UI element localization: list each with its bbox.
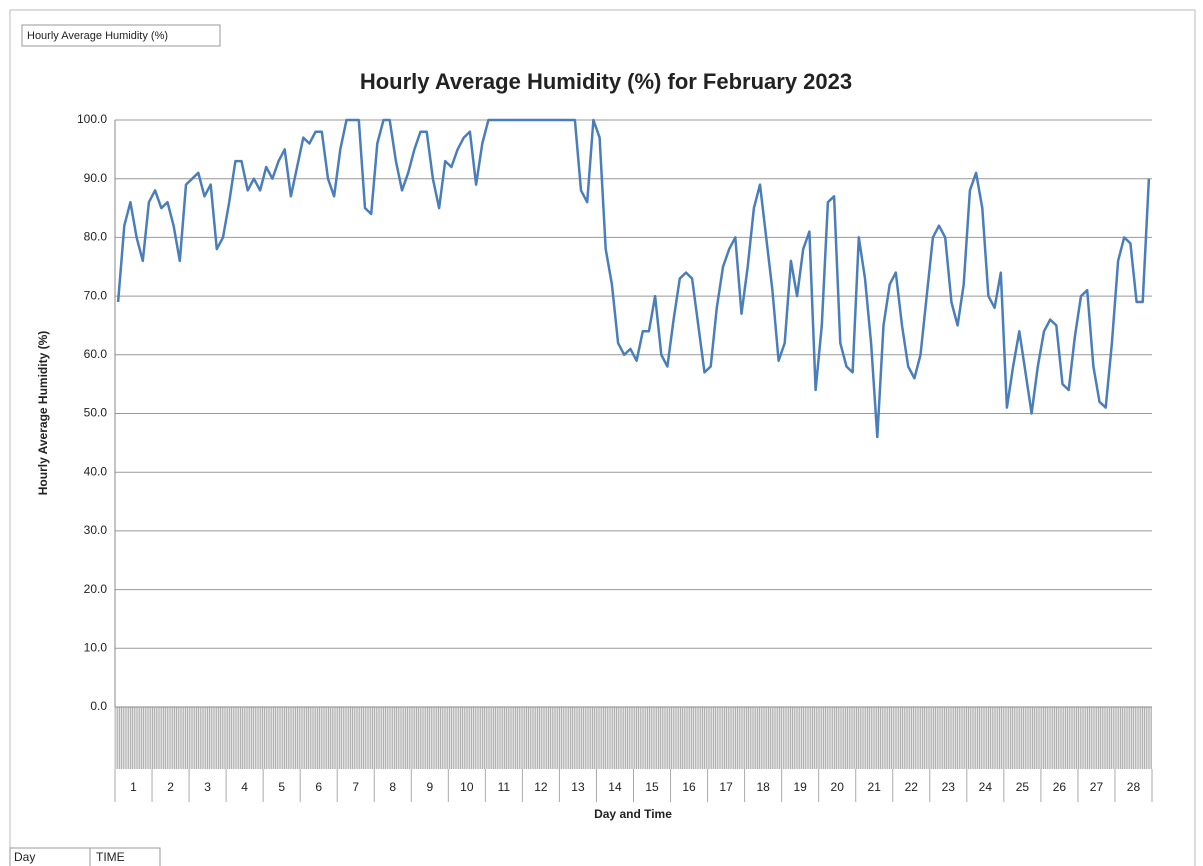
y-tick-label: 40.0	[84, 464, 108, 478]
y-tick-label: 50.0	[84, 406, 108, 420]
x-group-label: 9	[426, 780, 433, 794]
y-tick-label: 90.0	[84, 171, 108, 185]
x-group-label: 6	[315, 780, 322, 794]
x-group-label: 14	[608, 780, 622, 794]
hour-label-band	[115, 707, 1152, 769]
x-group-label: 23	[942, 780, 956, 794]
x-group-label: 13	[571, 780, 585, 794]
x-group-label: 22	[905, 780, 919, 794]
y-tick-label: 80.0	[84, 230, 108, 244]
legend-label: Hourly Average Humidity (%)	[27, 30, 168, 42]
y-axis-title: Hourly Average Humidity (%)	[36, 331, 50, 495]
x-group-label: 11	[498, 780, 511, 794]
x-group-label: 16	[682, 780, 696, 794]
x-group-label: 17	[719, 780, 733, 794]
field-button-label: Day	[14, 850, 35, 864]
x-group-label: 24	[979, 780, 993, 794]
x-group-label: 21	[868, 780, 882, 794]
x-group-label: 7	[352, 780, 359, 794]
field-button-label: TIME	[96, 850, 125, 864]
y-tick-label: 60.0	[84, 347, 108, 361]
x-group-label: 27	[1090, 780, 1104, 794]
x-group-label: 20	[831, 780, 845, 794]
y-tick-label: 30.0	[84, 523, 108, 537]
x-group-label: 10	[460, 780, 474, 794]
chart-title: Hourly Average Humidity (%) for February…	[360, 69, 852, 94]
x-group-label: 25	[1016, 780, 1030, 794]
hour-labels	[114, 707, 1152, 769]
x-group-label: 2	[167, 780, 174, 794]
x-group-label: 3	[204, 780, 211, 794]
x-axis-title: Day and Time	[594, 807, 672, 821]
y-tick-label: 100.0	[77, 112, 107, 126]
legend-box[interactable]	[21, 24, 221, 47]
x-group-label: 1	[130, 780, 137, 794]
y-tick-label: 70.0	[84, 288, 108, 302]
x-group-label: 26	[1053, 780, 1067, 794]
y-tick-label: 20.0	[84, 582, 108, 596]
x-group-label: 12	[534, 780, 548, 794]
y-tick-label: 10.0	[84, 640, 108, 654]
x-group-label: 28	[1127, 780, 1141, 794]
x-group-label: 8	[389, 780, 396, 794]
y-tick-label: 0.0	[90, 699, 107, 713]
x-group-label: 4	[241, 780, 248, 794]
x-group-label: 5	[278, 780, 285, 794]
x-group-label: 19	[793, 780, 807, 794]
field-button[interactable]	[89, 847, 161, 866]
x-group-label: 15	[645, 780, 659, 794]
x-group-label: 18	[756, 780, 770, 794]
data-line	[116, 118, 1151, 439]
